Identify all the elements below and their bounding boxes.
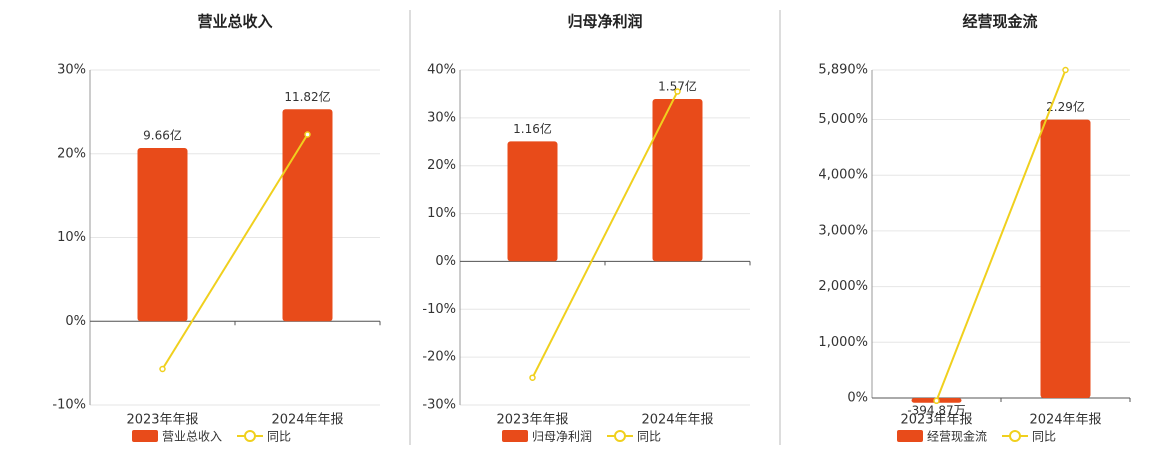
y-tick-label: 20% (57, 146, 86, 161)
data-label: 1.16亿 (513, 121, 552, 136)
y-tick-label: -10% (422, 302, 456, 317)
x-tick-label: 2023年年报 (900, 413, 972, 428)
bar (282, 109, 333, 322)
x-tick-label: 2024年年报 (641, 413, 713, 428)
line-point (1062, 66, 1069, 74)
legend-swatch (897, 430, 923, 442)
legend-swatch (1009, 430, 1021, 442)
y-tick-label: -20% (422, 350, 456, 365)
y-tick-label: 5,890% (818, 63, 868, 78)
x-tick-label: 2023年年报 (126, 413, 198, 428)
data-label: 2.29亿 (1046, 99, 1085, 114)
chart-title: 归母净利润 (567, 13, 642, 31)
data-label: 11.82亿 (284, 89, 330, 104)
chart-title: 经营现金流 (962, 13, 1037, 31)
line-point (529, 374, 536, 381)
y-tick-label: 5,000% (818, 112, 868, 127)
y-tick-label: 30% (57, 63, 86, 78)
y-tick-label: 0% (65, 314, 86, 329)
legend-label: 营业总收入 (162, 430, 222, 444)
y-tick-label: 20% (427, 158, 456, 173)
y-tick-label: 0% (435, 254, 456, 269)
line-point (304, 131, 311, 138)
legend-swatch (502, 430, 528, 442)
y-tick-label: 30% (427, 110, 456, 125)
bar (652, 98, 703, 262)
line (161, 133, 309, 370)
x-tick-label: 2024年年报 (271, 413, 343, 428)
line-point (933, 397, 940, 405)
x-tick-label: 2023年年报 (496, 413, 568, 428)
y-tick-label: 1,000% (818, 335, 868, 350)
bar (507, 141, 558, 262)
data-label: -394.87万 (907, 403, 965, 417)
legend-label: 归母净利润 (532, 430, 592, 444)
y-tick-label: -30% (422, 398, 456, 413)
line (531, 91, 679, 379)
legend-label: 同比 (267, 430, 291, 444)
legend-label: 经营现金流 (927, 429, 987, 444)
legend-swatch (614, 430, 626, 442)
line (935, 69, 1067, 402)
legend-label: 同比 (637, 430, 661, 444)
y-tick-label: 0% (847, 391, 868, 406)
y-tick-label: 10% (427, 206, 456, 221)
data-label: 9.66亿 (143, 128, 182, 143)
legend-swatch (132, 430, 158, 442)
bar (1040, 119, 1091, 398)
bar (137, 148, 188, 322)
legend-swatch (244, 430, 256, 442)
y-tick-label: 40% (427, 63, 456, 78)
x-tick-label: 2024年年报 (1029, 413, 1101, 428)
legend-label: 同比 (1032, 430, 1056, 444)
y-tick-label: 2,000% (818, 279, 868, 294)
data-label: 1.57亿 (658, 78, 697, 93)
chart-title: 营业总收入 (197, 13, 272, 31)
line-point (159, 365, 166, 373)
line-point (674, 88, 681, 95)
y-tick-label: -10% (52, 398, 86, 413)
y-tick-label: 10% (57, 230, 86, 245)
y-tick-label: 3,000% (818, 223, 868, 238)
y-tick-label: 4,000% (818, 168, 868, 183)
